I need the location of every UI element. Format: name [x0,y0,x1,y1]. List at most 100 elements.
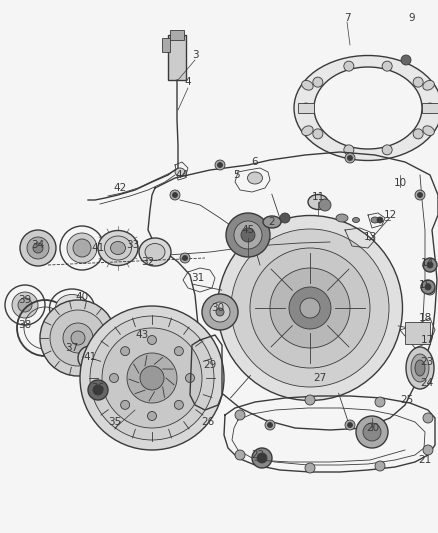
Text: 22: 22 [251,450,265,460]
Circle shape [140,366,164,390]
Circle shape [218,163,223,167]
Ellipse shape [294,55,438,160]
Ellipse shape [411,354,429,382]
Circle shape [63,323,93,353]
Circle shape [423,413,433,423]
Circle shape [417,192,423,198]
Circle shape [427,262,433,268]
Circle shape [174,400,184,409]
Text: 15: 15 [418,280,431,290]
Text: 45: 45 [241,225,254,235]
Circle shape [88,380,108,400]
Circle shape [416,376,420,381]
Text: 23: 23 [420,357,434,367]
Circle shape [71,331,85,345]
Circle shape [427,287,432,293]
Circle shape [356,416,388,448]
Text: 26: 26 [201,417,215,427]
Text: 25: 25 [400,395,413,405]
Circle shape [212,392,218,398]
Circle shape [87,355,93,361]
Circle shape [216,308,224,316]
Ellipse shape [302,126,313,135]
Text: 14: 14 [420,258,434,268]
Bar [405,322,430,344]
Circle shape [423,258,437,272]
Circle shape [319,199,331,211]
Circle shape [345,153,355,163]
Circle shape [137,332,143,338]
Circle shape [268,423,272,427]
Bar [298,103,314,113]
Circle shape [363,423,381,441]
Circle shape [415,190,425,200]
Circle shape [413,373,423,383]
Circle shape [40,300,116,376]
Circle shape [67,233,97,263]
Circle shape [347,423,353,427]
Circle shape [180,253,190,263]
Ellipse shape [270,268,350,348]
Circle shape [170,190,180,200]
Circle shape [382,145,392,155]
Circle shape [235,410,245,420]
Circle shape [377,217,383,223]
Text: 27: 27 [313,373,327,383]
Text: 6: 6 [252,157,258,167]
Text: 31: 31 [191,273,205,283]
Circle shape [425,284,431,290]
Circle shape [183,255,187,261]
Text: 34: 34 [32,240,45,250]
Circle shape [344,61,354,71]
Circle shape [93,385,103,395]
Circle shape [382,61,392,71]
Circle shape [347,156,353,160]
Text: 33: 33 [127,240,140,250]
Bar [168,35,186,80]
Text: 29: 29 [203,360,217,370]
Circle shape [120,400,130,409]
Ellipse shape [353,217,360,222]
Circle shape [413,77,423,87]
Ellipse shape [139,238,171,266]
Text: 5: 5 [234,170,240,180]
Ellipse shape [247,172,262,184]
Circle shape [421,280,435,294]
Circle shape [173,192,177,198]
Ellipse shape [302,80,313,90]
Text: 11: 11 [311,192,325,202]
Circle shape [102,328,202,428]
Circle shape [50,310,106,366]
Circle shape [280,213,290,223]
Circle shape [425,285,435,295]
Circle shape [345,420,355,430]
Circle shape [305,463,315,473]
Circle shape [241,228,255,242]
Circle shape [301,103,311,113]
Ellipse shape [371,217,379,223]
Circle shape [257,453,267,463]
Text: 37: 37 [65,343,79,353]
Circle shape [33,243,43,253]
Text: 38: 38 [18,320,32,330]
Circle shape [344,145,354,155]
Circle shape [127,353,177,403]
Text: 36: 36 [92,383,105,393]
Bar [162,38,170,52]
Ellipse shape [415,360,425,376]
Circle shape [12,292,38,318]
Circle shape [120,346,130,356]
Circle shape [148,411,156,421]
Ellipse shape [231,229,389,387]
Bar [170,30,184,40]
Text: 43: 43 [135,330,148,340]
Circle shape [186,374,194,383]
Ellipse shape [300,298,320,318]
Bar [422,103,438,113]
Ellipse shape [98,230,138,265]
Circle shape [78,346,102,370]
Text: 21: 21 [418,455,431,465]
Circle shape [210,390,220,400]
Text: 18: 18 [418,313,431,323]
Text: 17: 17 [420,335,434,345]
